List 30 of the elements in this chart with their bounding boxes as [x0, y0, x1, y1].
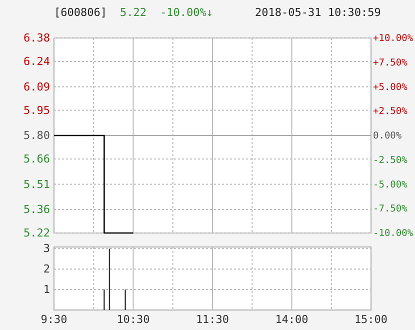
- y2-tick-label: +2.50%: [373, 106, 408, 118]
- chart-title: [600806]: [54, 6, 107, 19]
- y-tick-label: 5.66: [24, 152, 50, 166]
- y2-tick-label: -2.50%: [373, 154, 408, 166]
- y2-tick-label: 0.00%: [373, 130, 402, 142]
- y2-tick-label: -7.50%: [373, 204, 408, 215]
- y-tick-label: 5.80: [24, 129, 50, 142]
- y-tick-label: 5.36: [24, 202, 50, 216]
- text: 5.22: [120, 6, 146, 19]
- x-tick-label: 11:30: [196, 312, 230, 326]
- x-tick-label: 9:30: [40, 312, 68, 326]
- y-tick-label: 5.95: [24, 104, 50, 117]
- text: -10.00%↓: [160, 6, 213, 19]
- y-tick-label: 6.38: [24, 32, 50, 45]
- text: 2018-05-31 10:30:59: [255, 6, 381, 19]
- y-tick-label: 6.09: [24, 80, 50, 94]
- x-tick-label: 15:00: [354, 312, 388, 326]
- y2-tick-label: +5.00%: [373, 82, 408, 93]
- y-tick-label: 2: [43, 262, 50, 276]
- x-tick-label: 14:00: [275, 312, 308, 326]
- y-tick-label: 6.24: [24, 55, 50, 68]
- y2-tick-label: -5.00%: [373, 179, 408, 190]
- y2-tick-label: -10.00%: [373, 228, 414, 240]
- y-tick-label: 3: [43, 242, 50, 256]
- y-tick-label: 5.22: [24, 226, 50, 240]
- y2-tick-label: +10.00%: [373, 33, 414, 44]
- y-tick-label: 5.51: [24, 178, 50, 191]
- y-tick-label: 1: [43, 283, 50, 296]
- y2-tick-label: +7.50%: [373, 57, 408, 68]
- x-tick-label: 10:30: [116, 312, 150, 326]
